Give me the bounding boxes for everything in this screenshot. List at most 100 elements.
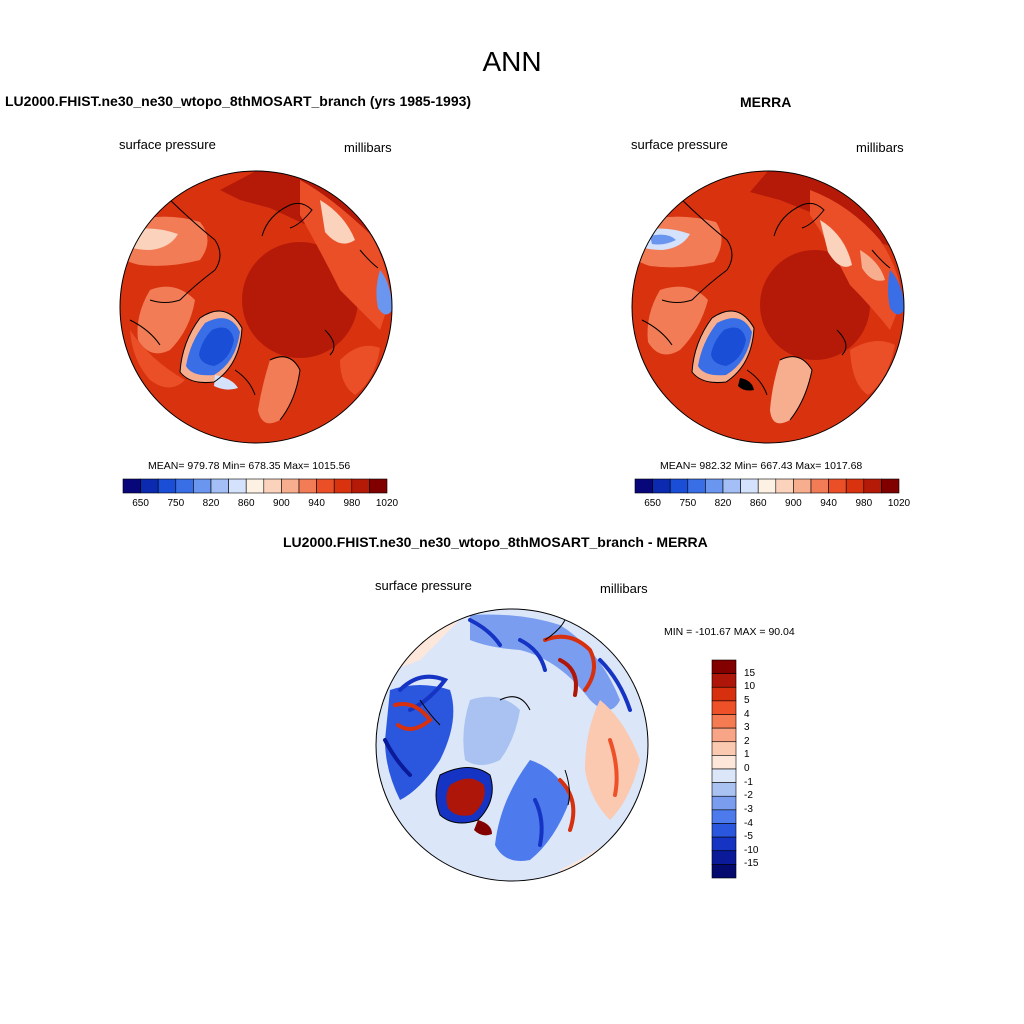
panel1-colorbar-box bbox=[333, 478, 353, 494]
panel2-colorbar-box bbox=[740, 478, 759, 494]
panel2-colorbar-box bbox=[775, 478, 794, 494]
panel1-colorbar-box bbox=[122, 478, 141, 494]
panel1-colorbar-box bbox=[245, 478, 265, 494]
panel2-colorbar-box bbox=[634, 478, 653, 494]
panel1-colorbar-tick-label: 940 bbox=[308, 498, 325, 509]
panel1-colorbar-tick-label: 980 bbox=[343, 498, 361, 509]
panel2-colorbar-tick-label: 820 bbox=[714, 498, 732, 509]
panel3-colorbar-box bbox=[711, 768, 737, 783]
panel2-colorbar-box bbox=[669, 478, 689, 494]
panel3-colorbar-box bbox=[711, 836, 737, 852]
panel3-units-label: millibars bbox=[600, 581, 648, 596]
panel1-colorbar-box bbox=[316, 478, 335, 494]
panel3-colorbar-box bbox=[711, 700, 737, 715]
panel1-colorbar-box bbox=[175, 478, 194, 494]
panel3-map bbox=[375, 608, 649, 882]
panel2-colorbar-box bbox=[845, 478, 865, 494]
panel2-colorbar-box bbox=[881, 478, 900, 494]
panel2-colorbar-tick-label: 940 bbox=[820, 498, 837, 509]
panel3-colorbar-tick-label: -15 bbox=[744, 858, 759, 870]
panel2-colorbar-box bbox=[722, 478, 741, 494]
panel1-colorbar bbox=[122, 478, 388, 494]
panel3-colorbar-box bbox=[711, 741, 737, 756]
panel3-colorbar-box bbox=[711, 659, 737, 674]
panel2-colorbar-box bbox=[863, 478, 882, 494]
page-title: ANN bbox=[482, 46, 542, 77]
panel1-colorbar-box bbox=[281, 478, 300, 494]
panel1-colorbar-box bbox=[351, 478, 370, 494]
panel3-colorbar-box bbox=[711, 673, 737, 688]
panel1-colorbar-box bbox=[298, 478, 317, 494]
panel2-colorbar-tick-label: 900 bbox=[785, 498, 802, 509]
panel1-colorbar-tick-label: 860 bbox=[237, 498, 255, 509]
panel2-title: MERRA bbox=[740, 94, 792, 110]
panel2-colorbar bbox=[634, 478, 900, 494]
panel2-colorbar-tick-label: 1020 bbox=[887, 498, 911, 509]
panel1-colorbar-box bbox=[140, 478, 159, 494]
panel2-colorbar-tick-label: 650 bbox=[644, 498, 661, 509]
panel3-colorbar-tick-label: 4 bbox=[744, 708, 750, 720]
panel3-colorbar-tick-label: 15 bbox=[744, 667, 756, 679]
panel1-stats: MEAN= 979.78 Min= 678.35 Max= 1015.56 bbox=[148, 460, 351, 472]
panel3-colorbar-tick-label: 3 bbox=[744, 722, 750, 734]
panel2-colorbar-box bbox=[705, 478, 724, 494]
panel2-colorbar-box bbox=[687, 478, 706, 494]
panel1-colorbar-box bbox=[210, 478, 229, 494]
panel3-variable-label: surface pressure bbox=[375, 578, 472, 593]
panel2-colorbar-box bbox=[828, 478, 847, 494]
panel2-colorbar-tick-label: 860 bbox=[749, 498, 767, 509]
panel3-colorbar-tick-label: 1 bbox=[744, 749, 750, 761]
panel1-colorbar-box bbox=[263, 478, 282, 494]
panel3-colorbar-tick-label: -5 bbox=[744, 831, 753, 843]
panel2-colorbar-box bbox=[652, 478, 671, 494]
panel3-colorbar-tick-label: 10 bbox=[744, 681, 756, 693]
panel3-colorbar-box bbox=[711, 714, 737, 729]
panel1-map bbox=[119, 170, 393, 444]
panel3-colorbar-box bbox=[711, 782, 737, 797]
panel2-units-label: millibars bbox=[856, 140, 904, 155]
panel3-map-border bbox=[375, 608, 649, 882]
panel1-colorbar-box bbox=[157, 478, 177, 494]
panel3-colorbar-box bbox=[711, 823, 737, 838]
panel2-colorbar-box bbox=[793, 478, 812, 494]
panel3-stats: MIN = -101.67 MAX = 90.04 bbox=[664, 626, 795, 638]
panel3-colorbar-tick-label: -4 bbox=[744, 817, 753, 829]
panel3-colorbar-tick-label: -1 bbox=[744, 776, 753, 788]
panel3-colorbar-box bbox=[711, 850, 737, 865]
panel3-colorbar-box bbox=[711, 727, 737, 743]
panel2-variable-label: surface pressure bbox=[631, 137, 728, 152]
panel1-colorbar-tick-label: 900 bbox=[273, 498, 290, 509]
panel3-colorbar-tick-label: -2 bbox=[744, 790, 753, 802]
panel1-colorbar-tick-label: 750 bbox=[167, 498, 185, 509]
panel1-map-border bbox=[119, 170, 393, 444]
panel2-colorbar-box bbox=[810, 478, 829, 494]
panel2-map bbox=[631, 170, 905, 444]
panel3-colorbar-tick-label: 0 bbox=[744, 763, 750, 774]
panel3-colorbar-box bbox=[711, 686, 737, 702]
panel3-colorbar-tick-label: 5 bbox=[744, 694, 750, 706]
panel1-variable-label: surface pressure bbox=[119, 137, 216, 152]
panel3-colorbar-tick-label: 2 bbox=[744, 735, 750, 747]
panel2-stats: MEAN= 982.32 Min= 667.43 Max= 1017.68 bbox=[660, 460, 863, 472]
panel2-colorbar-tick-label: 980 bbox=[855, 498, 873, 509]
panel3-colorbar-box bbox=[711, 809, 737, 824]
panel1-title: LU2000.FHIST.ne30_ne30_wtopo_8thMOSART_b… bbox=[5, 93, 472, 109]
panel2-colorbar-box bbox=[757, 478, 777, 494]
panel2-map-border bbox=[631, 170, 905, 444]
panel3-colorbar-box bbox=[711, 864, 737, 879]
panel3-colorbar-box bbox=[711, 755, 737, 770]
panel3-colorbar-tick-label: -10 bbox=[744, 844, 759, 856]
panel3-colorbar bbox=[711, 659, 737, 879]
panel1-colorbar-box bbox=[193, 478, 212, 494]
panel3-title: LU2000.FHIST.ne30_ne30_wtopo_8thMOSART_b… bbox=[283, 534, 708, 550]
panel1-colorbar-tick-label: 650 bbox=[132, 498, 149, 509]
panel3-colorbar-tick-label: -3 bbox=[744, 803, 753, 815]
panel1-colorbar-box bbox=[228, 478, 247, 494]
panel1-colorbar-tick-label: 820 bbox=[202, 498, 220, 509]
panel3-colorbar-box bbox=[711, 795, 737, 811]
panel1-colorbar-box bbox=[369, 478, 388, 494]
panel1-colorbar-tick-label: 1020 bbox=[375, 498, 399, 509]
panel2-colorbar-tick-label: 750 bbox=[679, 498, 697, 509]
panel1-units-label: millibars bbox=[344, 140, 392, 155]
